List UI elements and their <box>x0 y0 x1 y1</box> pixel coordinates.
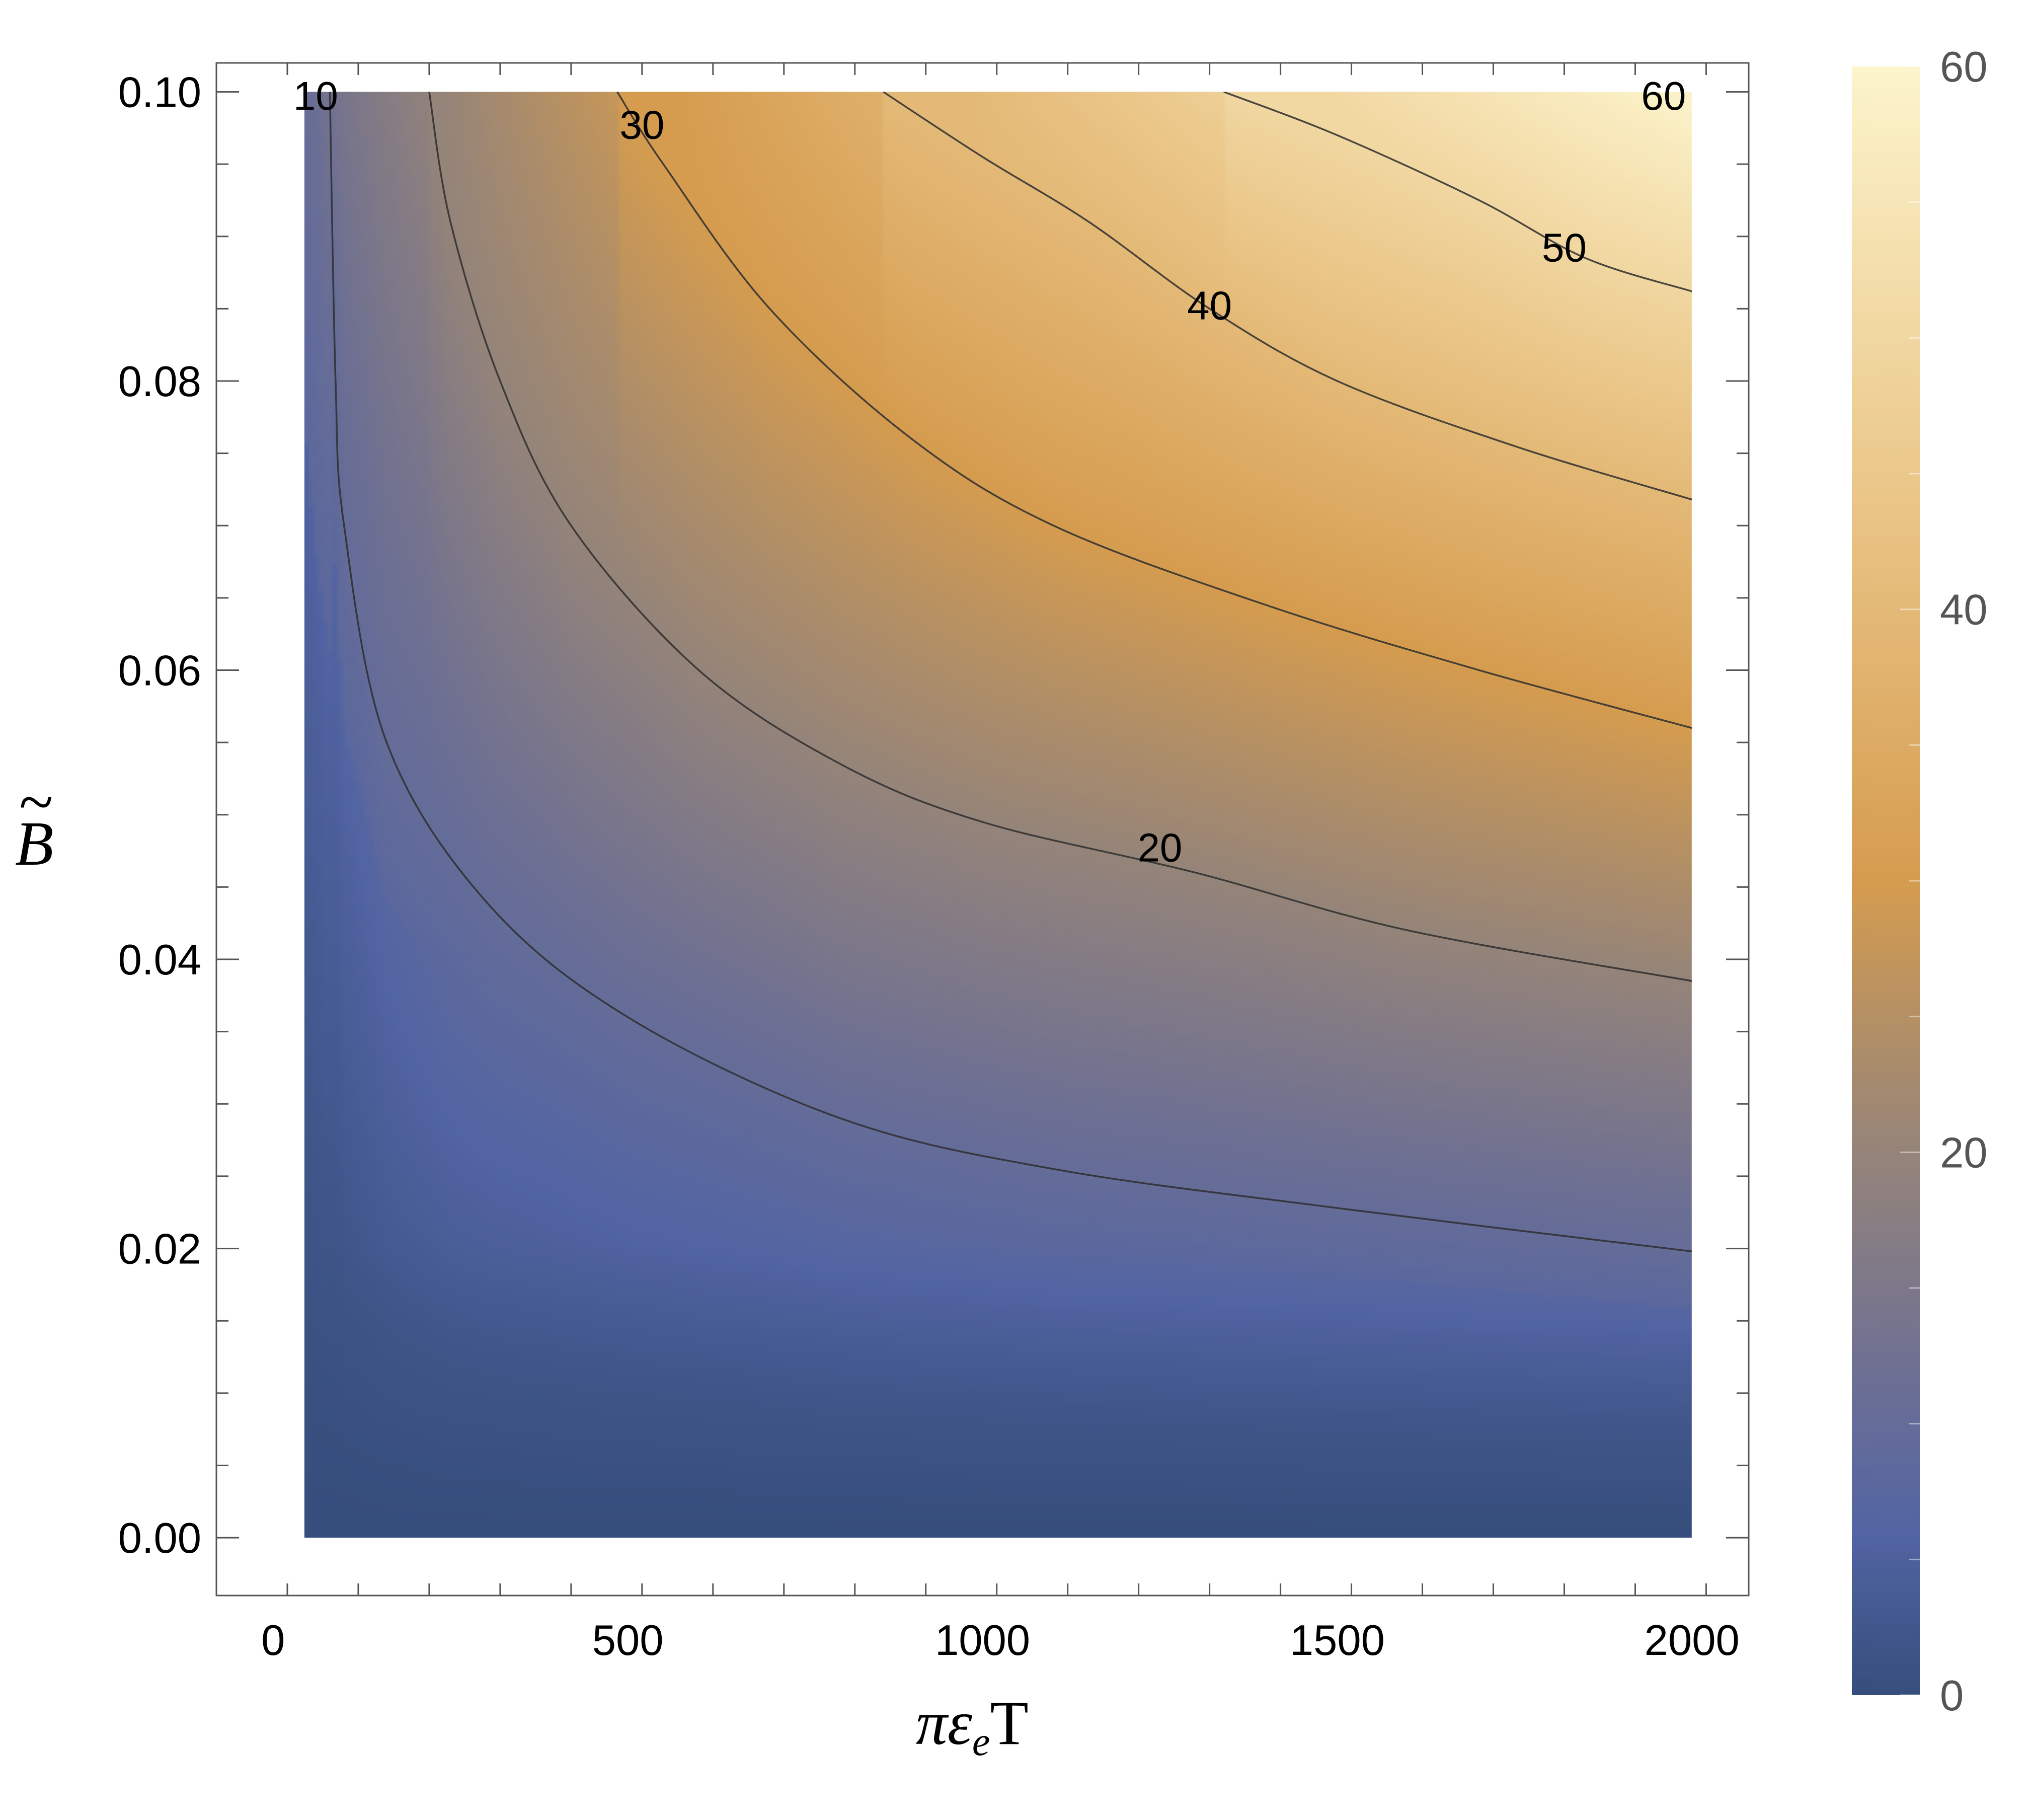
y-tick-label-0.06: 0.06 <box>118 647 201 695</box>
x-tick-label-2000: 2000 <box>1645 1617 1740 1664</box>
y-axis-title-main: B <box>15 809 53 879</box>
contour-line-50 <box>1223 92 1692 292</box>
contour-label-20: 20 <box>1137 825 1182 870</box>
heatmap-field <box>304 92 1692 1538</box>
colorbar-scale <box>1852 66 1920 1695</box>
contour-label-50: 50 <box>1542 225 1587 270</box>
colorbar-label-0: 0 <box>1940 1672 1964 1720</box>
y-tick-label-0.1: 0.10 <box>118 68 201 116</box>
colorbar-ticks: 0 20 40 60 <box>1900 43 1988 1720</box>
y-axis-title: B ~ <box>15 768 53 879</box>
colorbar: 0 20 40 60 <box>1852 43 1988 1720</box>
colorbar-label-60: 60 <box>1940 43 1988 91</box>
x-tick-label-1000: 1000 <box>935 1617 1030 1664</box>
y-tick-label-0.02: 0.02 <box>118 1226 201 1273</box>
contour-line-30 <box>616 92 1692 729</box>
x-axis-title-subscript: e <box>972 1720 990 1764</box>
contour-line-20 <box>428 92 1692 982</box>
x-tick-label-1500: 1500 <box>1290 1617 1385 1664</box>
contour-label-60: 60 <box>1641 73 1686 118</box>
y-tick-label-0.04: 0.04 <box>118 936 201 984</box>
contour-lines <box>329 92 1692 1253</box>
x-axis-ticks: 0 500 1000 1500 2000 <box>261 63 1740 1664</box>
colorbar-label-20: 20 <box>1940 1129 1988 1177</box>
contour-line-10 <box>329 92 1692 1253</box>
contour-label-40: 40 <box>1187 283 1232 328</box>
contour-label-30: 30 <box>619 102 664 147</box>
colorbar-label-40: 40 <box>1940 586 1988 634</box>
y-axis-title-accent: ~ <box>19 768 53 837</box>
contour-line-40 <box>883 92 1692 501</box>
contour-labels: 10 20 30 40 50 60 <box>293 73 1686 870</box>
contour-label-10: 10 <box>293 73 338 118</box>
svg-text:πεeT: πεeT <box>916 1689 1029 1764</box>
y-tick-label-0.08: 0.08 <box>118 358 201 406</box>
x-tick-label-500: 500 <box>592 1617 664 1664</box>
x-axis-title-suffix: T <box>990 1689 1028 1758</box>
y-tick-label-0: 0.00 <box>118 1514 201 1562</box>
x-axis-title-main: πε <box>916 1689 973 1758</box>
y-axis-ticks: 0.00 0.02 0.04 0.06 0.08 0.10 <box>118 68 1749 1562</box>
x-tick-label-0: 0 <box>261 1617 285 1664</box>
heatmap-image <box>304 92 1692 1538</box>
x-axis-title: πεeT <box>916 1689 1029 1764</box>
plot-frame <box>215 62 1750 1597</box>
